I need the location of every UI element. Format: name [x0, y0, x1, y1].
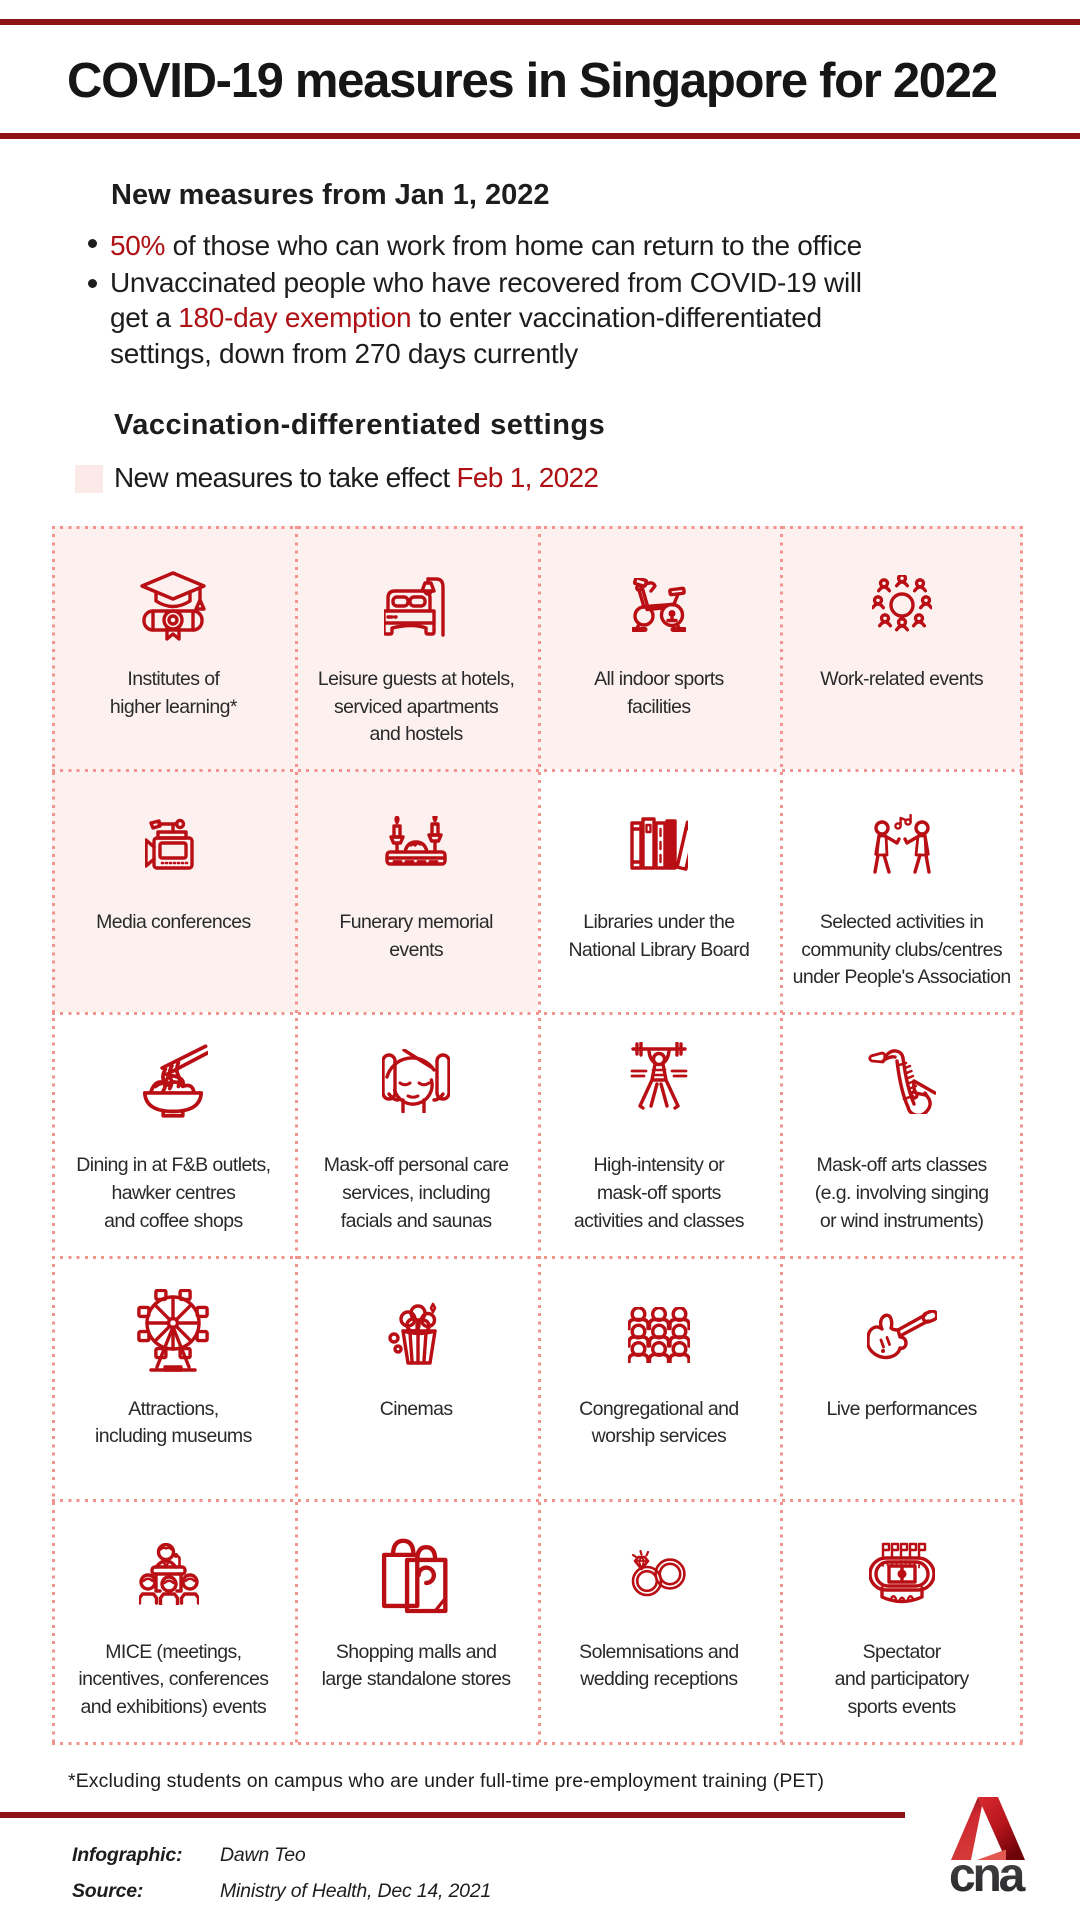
svg-text:cna: cna	[950, 1849, 1026, 1895]
